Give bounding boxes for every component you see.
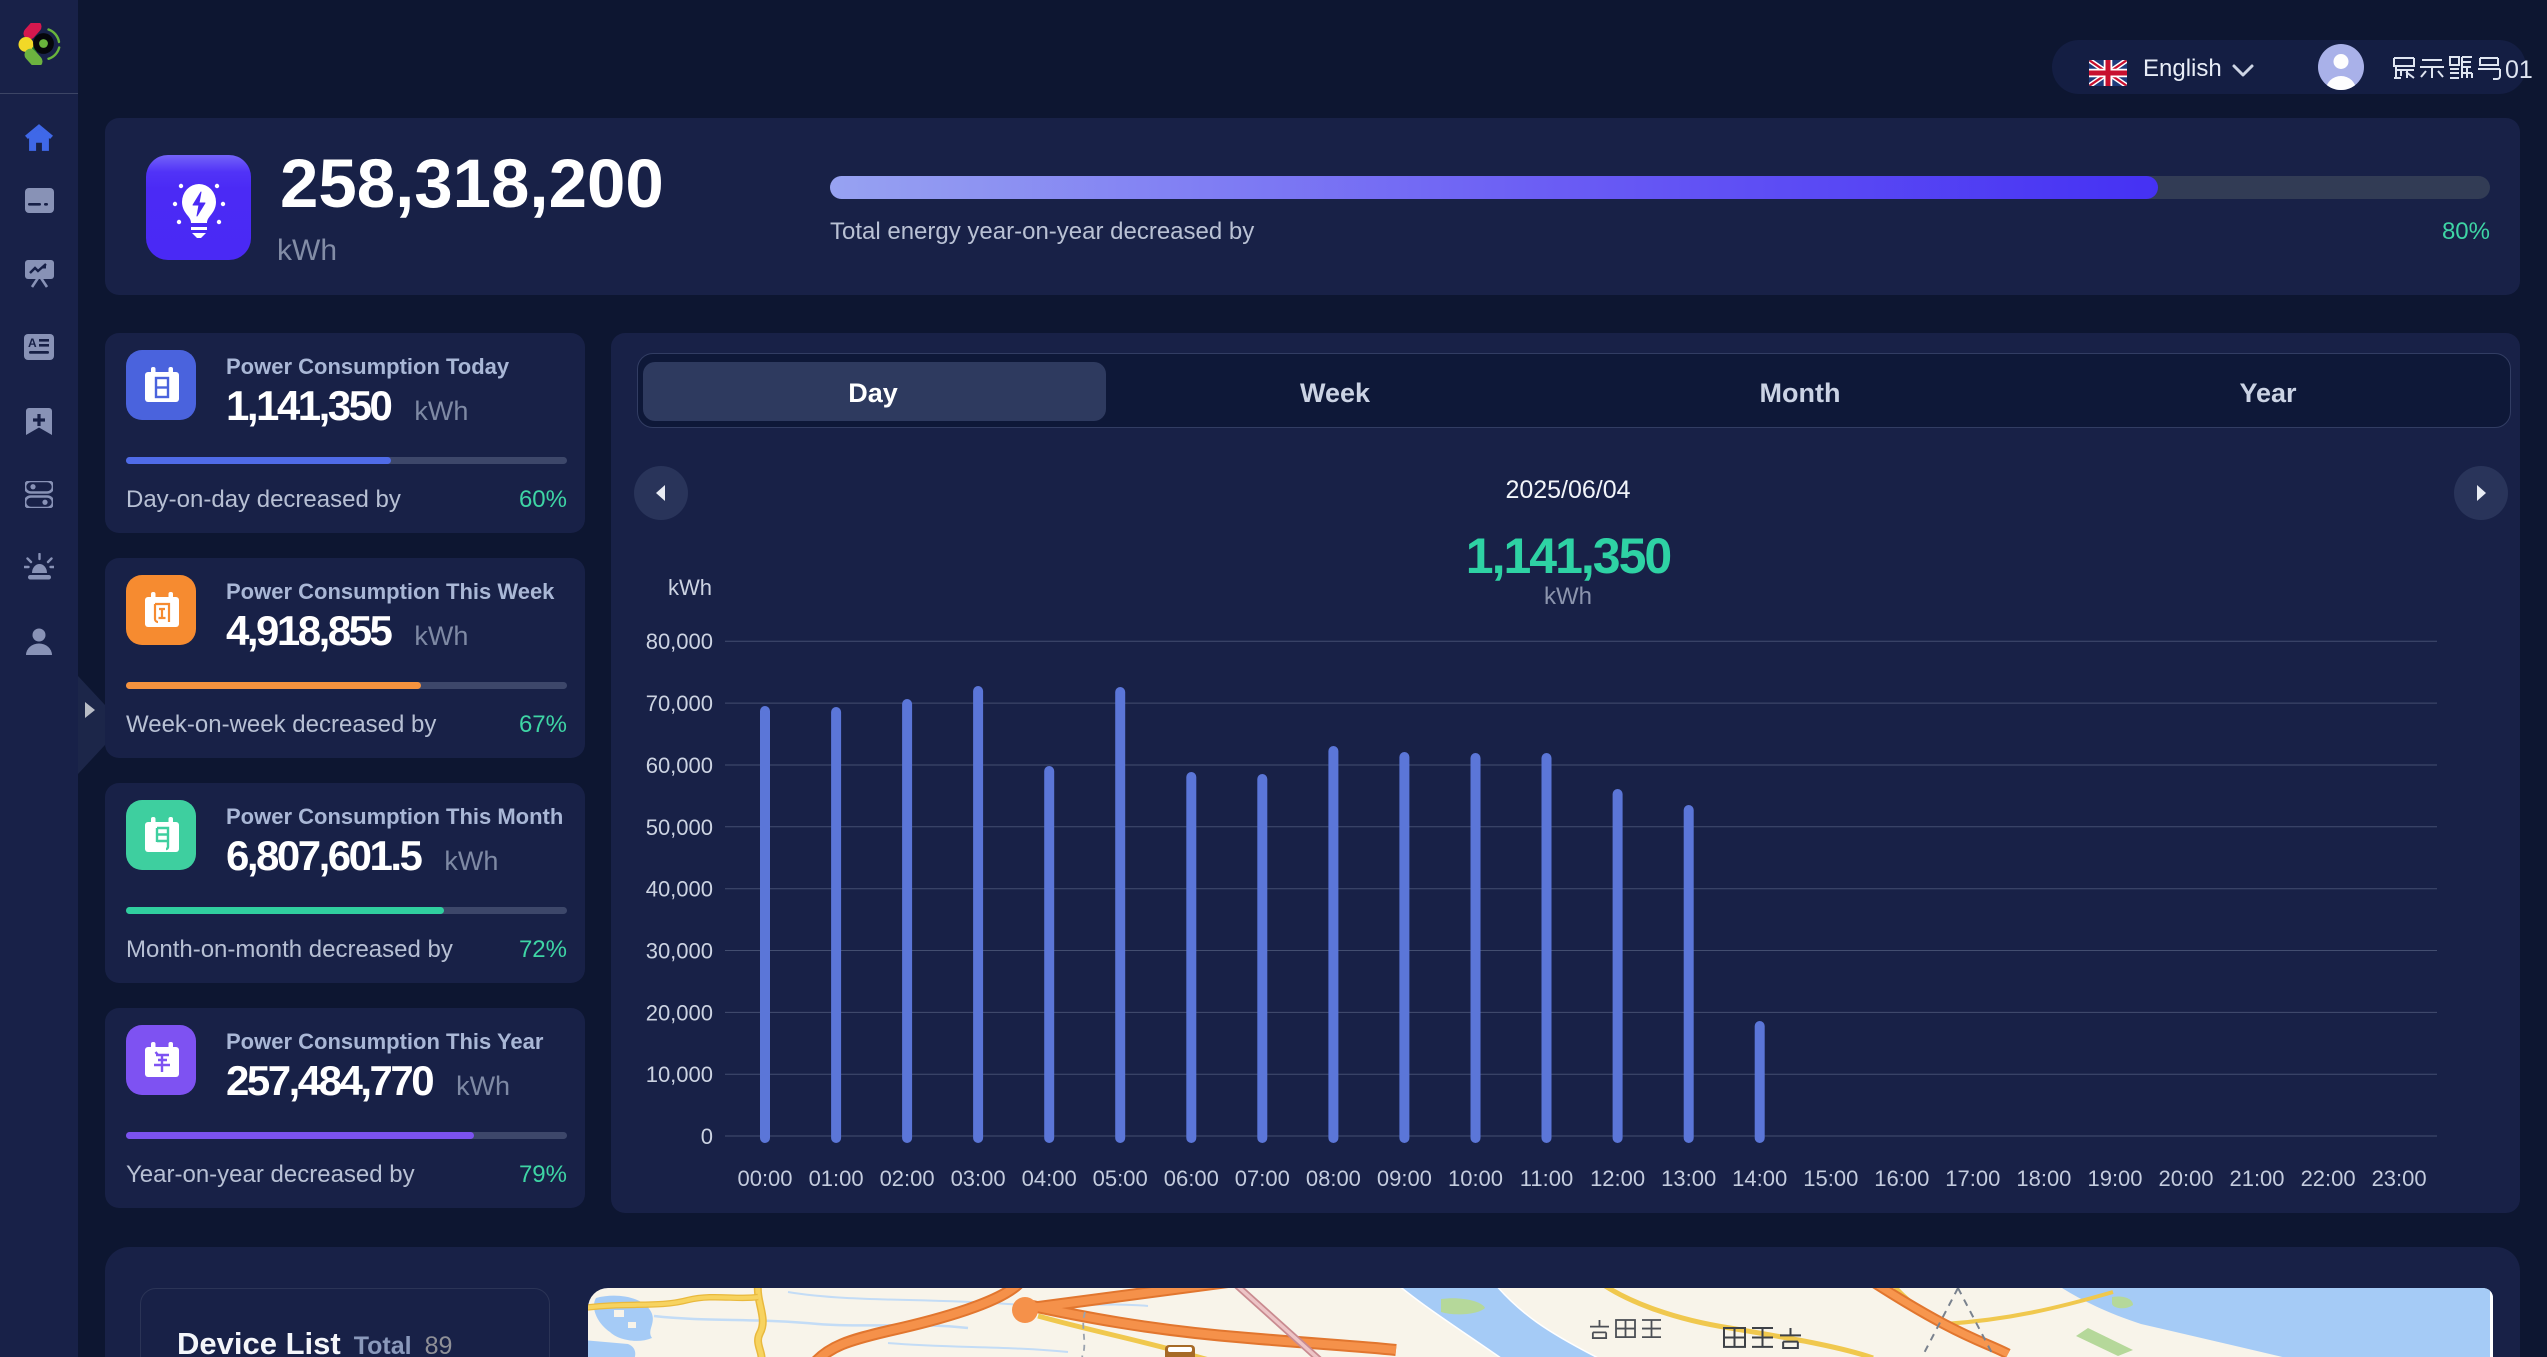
svg-text:11:00: 11:00 xyxy=(1520,1166,1573,1191)
svg-text:A: A xyxy=(28,336,37,350)
svg-text:15:00: 15:00 xyxy=(1803,1166,1858,1191)
svg-text:08:00: 08:00 xyxy=(1306,1166,1361,1191)
svg-text:10:00: 10:00 xyxy=(1448,1166,1503,1191)
svg-text:01:00: 01:00 xyxy=(809,1166,864,1191)
svg-text:30,000: 30,000 xyxy=(646,939,713,964)
svg-text:04:00: 04:00 xyxy=(1022,1166,1077,1191)
svg-text:07:00: 07:00 xyxy=(1235,1166,1290,1191)
svg-text:13:00: 13:00 xyxy=(1661,1166,1716,1191)
svg-text:22:00: 22:00 xyxy=(2301,1166,2356,1191)
svg-text:02:00: 02:00 xyxy=(880,1166,935,1191)
svg-text:60,000: 60,000 xyxy=(646,753,713,778)
svg-text:21:00: 21:00 xyxy=(2229,1166,2284,1191)
svg-text:05:00: 05:00 xyxy=(1093,1166,1148,1191)
svg-text:17:00: 17:00 xyxy=(1945,1166,2000,1191)
svg-text:23:00: 23:00 xyxy=(2372,1166,2427,1191)
svg-text:06:00: 06:00 xyxy=(1164,1166,1219,1191)
svg-text:10,000: 10,000 xyxy=(646,1062,713,1087)
svg-text:kWh: kWh xyxy=(668,575,712,600)
svg-text:16:00: 16:00 xyxy=(1874,1166,1929,1191)
svg-text:19:00: 19:00 xyxy=(2087,1166,2142,1191)
svg-text:01: 01 xyxy=(2505,56,2533,83)
svg-text:14:00: 14:00 xyxy=(1732,1166,1787,1191)
svg-text:20,000: 20,000 xyxy=(646,1000,713,1025)
svg-text:50,000: 50,000 xyxy=(646,815,713,840)
svg-text:0: 0 xyxy=(701,1124,713,1149)
svg-text:18:00: 18:00 xyxy=(2016,1166,2071,1191)
svg-text:80,000: 80,000 xyxy=(646,629,713,654)
svg-text:40,000: 40,000 xyxy=(646,877,713,902)
svg-text:03:00: 03:00 xyxy=(951,1166,1006,1191)
svg-text:70,000: 70,000 xyxy=(646,691,713,716)
svg-text:12:00: 12:00 xyxy=(1590,1166,1645,1191)
svg-text:09:00: 09:00 xyxy=(1377,1166,1432,1191)
svg-text:00:00: 00:00 xyxy=(737,1166,792,1191)
svg-text:20:00: 20:00 xyxy=(2158,1166,2213,1191)
